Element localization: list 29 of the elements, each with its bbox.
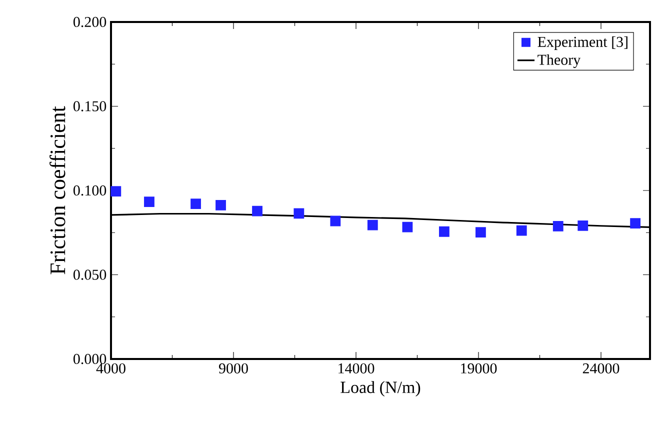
y-tick-label: 0.100: [73, 185, 106, 196]
point: [216, 200, 226, 210]
y-tick-label: 0.050: [73, 270, 106, 280]
point: [252, 206, 262, 216]
point: [439, 226, 450, 237]
point: [552, 221, 564, 232]
point: [110, 186, 122, 197]
point: [144, 196, 154, 207]
x-tick-label: 14000: [338, 363, 374, 374]
legend-label: Experiment [3]: [538, 36, 628, 50]
point: [476, 227, 486, 238]
x-axis-title: Load (N/m): [340, 381, 420, 397]
point: [516, 225, 527, 236]
x-tick-label: 24000: [582, 363, 620, 374]
point: [294, 208, 304, 219]
legend-label: Theory: [538, 54, 581, 68]
y-tick-label: 0.200: [73, 16, 106, 28]
point: [578, 220, 588, 231]
point: [367, 220, 378, 230]
point: [630, 218, 641, 229]
y-tick-label: 0.000: [73, 354, 106, 364]
point: [190, 198, 201, 210]
x-tick-label: 9000: [218, 363, 248, 374]
point: [330, 216, 341, 226]
point: [402, 222, 413, 232]
y-tick-label: 0.150: [73, 101, 106, 112]
y-axis-title: Friction coefficient: [50, 106, 66, 274]
x-tick-label: 4000: [96, 363, 126, 374]
x-tick-label: 19000: [461, 363, 497, 374]
